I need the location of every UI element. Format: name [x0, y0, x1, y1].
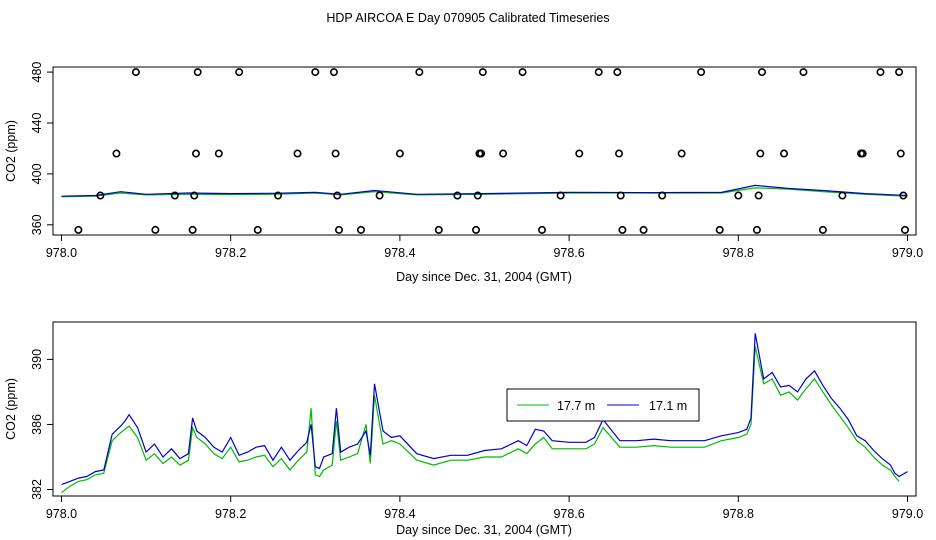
top-data-point [756, 149, 765, 158]
top-y-tick-label: 400 [30, 163, 44, 184]
top-data-point [472, 225, 481, 234]
top-data-point [477, 149, 486, 158]
top-data-point [518, 68, 527, 77]
bottom-x-tick-label: 978.4 [384, 507, 415, 521]
top-series-line-1 [61, 184, 908, 197]
top-data-point [356, 225, 365, 234]
top-data-point [780, 149, 789, 158]
top-data-point [818, 225, 827, 234]
top-data-point [333, 191, 342, 200]
top-data-point [499, 149, 508, 158]
top-data-point [556, 191, 565, 200]
top-data-point [331, 149, 340, 158]
top-x-tick-label: 978.2 [215, 246, 246, 260]
top-data-point [615, 149, 624, 158]
top-data-point [575, 149, 584, 158]
top-panel: 978.0 978.2 978.4 978.6 978.8 979.0 360 400 440… [4, 62, 923, 284]
top-data-point [131, 68, 140, 77]
top-data-point [752, 225, 761, 234]
bottom-y-tick-label: 382 [30, 479, 44, 500]
top-data-point [677, 149, 686, 158]
top-data-point [715, 225, 724, 234]
top-series-line-0 [61, 187, 908, 198]
top-y-tick-label: 440 [30, 113, 44, 134]
top-data-point [658, 191, 667, 200]
top-data-point [899, 191, 908, 200]
bottom-y-tick-label: 390 [30, 349, 44, 370]
top-data-point [274, 191, 283, 200]
top-data-point [415, 68, 424, 77]
top-data-point [453, 191, 462, 200]
top-data-point [758, 68, 767, 77]
top-data-point [253, 225, 262, 234]
top-data-point [639, 225, 648, 234]
figure-title: HDP AIRCOA E Day 070905 Calibrated Times… [326, 11, 609, 25]
top-y-tick-label: 480 [30, 62, 44, 83]
top-data-point [170, 191, 179, 200]
bottom-x-tick-label: 978.8 [723, 507, 754, 521]
top-data-point [375, 191, 384, 200]
top-data-point [838, 191, 847, 200]
top-data-point [799, 68, 808, 77]
legend-entry-17-7m: 17.7 m [557, 399, 595, 413]
top-data-point [876, 68, 885, 77]
top-x-tick-label: 979.0 [892, 246, 923, 260]
top-x-tick-label: 978.8 [723, 246, 754, 260]
top-data-point [618, 225, 627, 234]
bottom-x-tick-label: 978.0 [46, 507, 77, 521]
bottom-y-axis-label: CO2 (ppm) [4, 378, 18, 440]
top-data-point [473, 191, 482, 200]
top-data-point [434, 225, 443, 234]
top-data-point [734, 191, 743, 200]
top-data-point [74, 225, 83, 234]
bottom-panel: 978.0 978.2 978.4 978.6 978.8 979.0 382 386 390… [4, 321, 923, 537]
top-y-axis-label: CO2 (ppm) [4, 120, 18, 182]
bottom-x-tick-label: 978.6 [553, 507, 584, 521]
bottom-x-tick-label: 979.0 [892, 507, 923, 521]
top-data-point [235, 68, 244, 77]
top-data-point [96, 191, 105, 200]
bottom-y-tick-label: 386 [30, 414, 44, 435]
bottom-plot-frame [52, 321, 917, 497]
top-data-point [191, 149, 200, 158]
top-data-point [395, 149, 404, 158]
legend-entry-17-1m: 17.1 m [649, 399, 687, 413]
top-data-point [594, 68, 603, 77]
top-x-tick-label: 978.6 [553, 246, 584, 260]
bottom-x-tick-label: 978.2 [215, 507, 246, 521]
top-data-point [901, 225, 910, 234]
top-data-point [616, 191, 625, 200]
top-x-tick-label: 978.0 [46, 246, 77, 260]
legend: 17.7 m 17.1 m [506, 388, 700, 422]
top-data-point [329, 68, 338, 77]
top-data-point [214, 149, 223, 158]
top-data-point [478, 68, 487, 77]
top-data-point [613, 68, 622, 77]
top-data-point [754, 191, 763, 200]
top-data-point [193, 68, 202, 77]
top-data-point [858, 149, 867, 158]
top-data-point [895, 68, 904, 77]
bottom-series-line-0 [61, 346, 900, 494]
top-y-tick-label: 360 [30, 214, 44, 235]
top-data-point [190, 191, 199, 200]
top-plot-frame [52, 66, 917, 236]
top-data-point [334, 225, 343, 234]
top-data-point [188, 225, 197, 234]
bottom-series-line-1 [61, 333, 908, 486]
top-data-point [697, 68, 706, 77]
bottom-x-axis-label: Day since Dec. 31, 2004 (GMT) [396, 523, 572, 537]
top-data-point [151, 225, 160, 234]
top-data-point [311, 68, 320, 77]
top-data-point [293, 149, 302, 158]
top-x-axis-label: Day since Dec. 31, 2004 (GMT) [396, 270, 572, 284]
top-data-point [112, 149, 121, 158]
top-data-point [538, 225, 547, 234]
top-data-point [896, 149, 905, 158]
top-x-tick-label: 978.4 [384, 246, 415, 260]
